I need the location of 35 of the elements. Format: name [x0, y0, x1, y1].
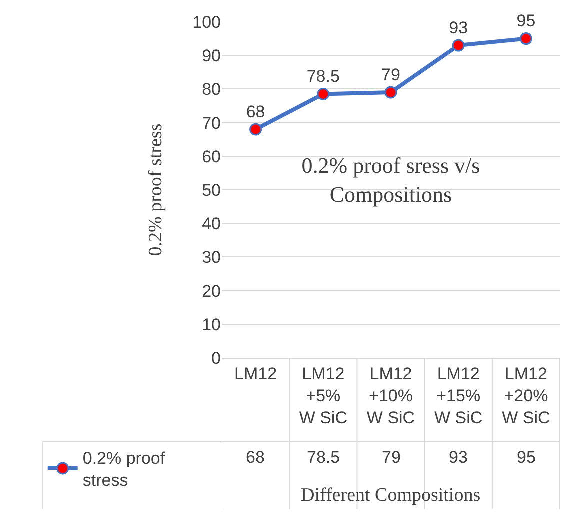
point	[384, 86, 398, 99]
y-tick-label: 10	[202, 315, 221, 334]
legend-label: 0.2% proof stress	[82, 449, 166, 490]
annotation: 93	[449, 18, 468, 38]
x-tick-label: LM12 +20% W SiC	[502, 364, 550, 428]
y-tick-label: 40	[202, 214, 221, 234]
point	[452, 39, 465, 52]
point	[250, 123, 262, 136]
data-label: 93	[449, 448, 468, 467]
x-axis-title: Different Compositions	[301, 485, 481, 506]
annotation: 78.5	[306, 67, 340, 86]
annotation: 79	[382, 65, 400, 84]
data-label: 68	[246, 448, 265, 467]
point	[520, 32, 532, 46]
text: 0.2% proof sress v/s Compositions	[302, 153, 480, 207]
y-tick-label: 0	[212, 348, 221, 368]
annotation: 95	[516, 12, 536, 31]
data-label: 78.5	[307, 448, 340, 467]
y-tick-label: 60	[202, 147, 221, 166]
point	[317, 88, 330, 100]
annotation: 68	[246, 102, 266, 122]
data-label: 95	[517, 448, 536, 467]
y-tick-label: 100	[192, 12, 221, 32]
x-tick-label: LM12	[234, 364, 278, 384]
y-axis-title: 0.2% proof stress	[145, 124, 166, 256]
y-tick-label: 20	[202, 282, 221, 301]
y-tick-label: 30	[202, 248, 221, 268]
x-tick-label: LM12 +5% W SiC	[299, 364, 348, 428]
y-tick-label: 50	[202, 180, 221, 200]
x-tick-label: LM12 +10% W SiC	[366, 364, 416, 428]
y-tick-label: 80	[202, 80, 221, 100]
y-tick-label: 70	[202, 114, 221, 133]
data-label: 79	[382, 448, 401, 467]
x-tick-label: LM12 +15% W SiC	[434, 364, 483, 428]
y-tick-label: 90	[202, 46, 221, 66]
